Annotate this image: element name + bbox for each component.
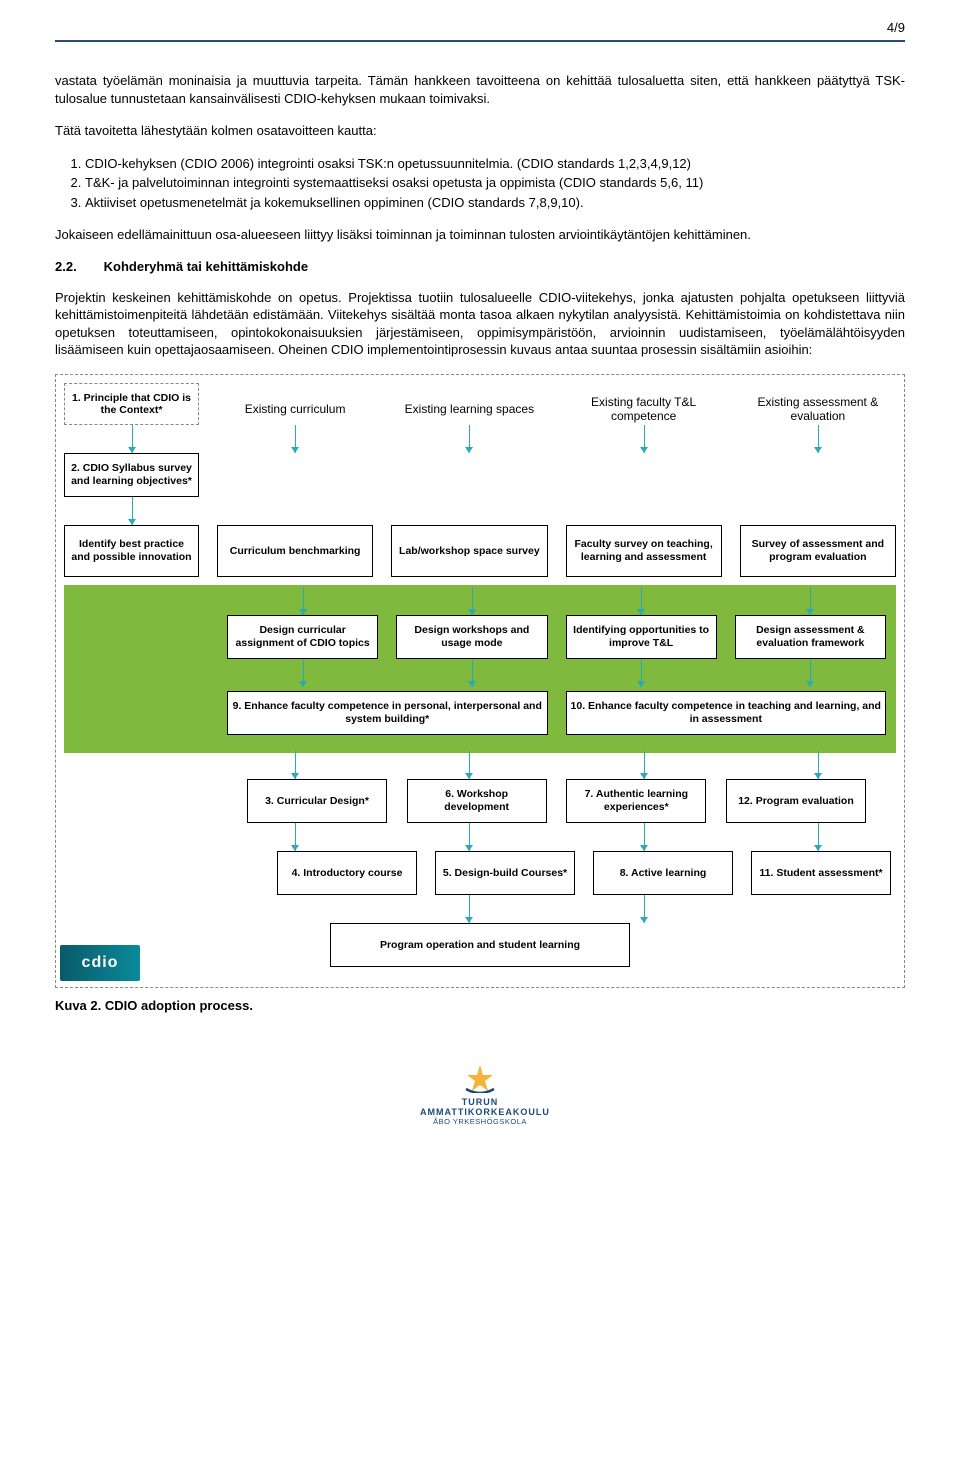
syllabus-box: 2. CDIO Syllabus survey and learning obj… — [64, 453, 199, 497]
assessment-survey-box: Survey of assessment and program evaluat… — [740, 525, 896, 577]
program-operation-row: Program operation and student learning — [64, 923, 896, 967]
page-footer: TURUN AMMATTIKORKEAKOULU ÅBO YRKESHÖGSKO… — [55, 1053, 905, 1147]
lab-survey-box: Lab/workshop space survey — [391, 525, 547, 577]
enhance-faculty-10-box: 10. Enhance faculty competence in teachi… — [566, 691, 887, 735]
footer-logo-icon: TURUN AMMATTIKORKEAKOULU ÅBO YRKESHÖGSKO… — [420, 1063, 540, 1126]
program-eval-box: 12. Program evaluation — [726, 779, 866, 823]
connector-row — [74, 595, 886, 611]
existing-assessment: Existing assessment & evaluation — [740, 383, 896, 425]
program-operation-box: Program operation and student learning — [330, 923, 630, 967]
authentic-learning-box: 7. Authentic learning experiences* — [566, 779, 706, 823]
connector-row — [217, 903, 896, 919]
bottom-row-1: 3. Curricular Design* 6. Workshop develo… — [217, 779, 896, 823]
star-icon — [460, 1063, 500, 1093]
identify-opportunities-box: Identifying opportunities to improve T&L — [566, 615, 717, 659]
connector-row — [217, 831, 896, 847]
curricular-design-box: 3. Curricular Design* — [247, 779, 387, 823]
student-assessment-box: 11. Student assessment* — [751, 851, 891, 895]
existing-curriculum: Existing curriculum — [217, 383, 373, 425]
syllabus-row: 2. CDIO Syllabus survey and learning obj… — [64, 453, 896, 497]
paragraph-2: Tätä tavoitetta lähestytään kolmen osata… — [55, 122, 905, 140]
footer-org-name: TURUN AMMATTIKORKEAKOULU — [420, 1097, 540, 1117]
existing-faculty: Existing faculty T&L competence — [566, 383, 722, 425]
header-rule — [55, 40, 905, 42]
footer-org-subname: ÅBO YRKESHÖGSKOLA — [420, 1117, 540, 1126]
existing-row: Existing curriculum Existing learning sp… — [217, 383, 896, 425]
cdio-logo-icon: cdio — [60, 945, 140, 981]
connector-row — [217, 759, 896, 775]
diagram-top-row: 1. Principle that CDIO is the Context* E… — [64, 383, 896, 425]
connector-row — [64, 433, 896, 449]
section-title: Kohderyhmä tai kehittämiskohde — [104, 259, 308, 274]
figure-caption: Kuva 2. CDIO adoption process. — [55, 998, 905, 1013]
design-workshops-box: Design workshops and usage mode — [396, 615, 547, 659]
section-number: 2.2. — [55, 259, 100, 274]
design-assessment-box: Design assessment & evaluation framework — [735, 615, 886, 659]
introductory-course-box: 4. Introductory course — [277, 851, 417, 895]
list-item: Aktiiviset opetusmenetelmät ja kokemukse… — [85, 194, 905, 212]
enhance-faculty-9-box: 9. Enhance faculty competence in persona… — [227, 691, 548, 735]
design-curricular-box: Design curricular assignment of CDIO top… — [227, 615, 378, 659]
active-learning-box: 8. Active learning — [593, 851, 733, 895]
page-number: 4/9 — [55, 20, 905, 35]
list-item: T&K- ja palvelutoiminnan integrointi sys… — [85, 174, 905, 192]
faculty-survey-box: Faculty survey on teaching, learning and… — [566, 525, 722, 577]
numbered-list: CDIO-kehyksen (CDIO 2006) integrointi os… — [85, 155, 905, 212]
workshop-dev-box: 6. Workshop development — [407, 779, 547, 823]
design-build-box: 5. Design-build Courses* — [435, 851, 575, 895]
document-page: 4/9 vastata työelämän moninaisia ja muut… — [0, 0, 960, 1167]
section-heading: 2.2. Kohderyhmä tai kehittämiskohde — [55, 259, 905, 274]
curriculum-benchmarking-box: Curriculum benchmarking — [217, 525, 373, 577]
paragraph-3: Jokaiseen edellämainittuun osa-alueeseen… — [55, 226, 905, 244]
existing-spaces: Existing learning spaces — [391, 383, 547, 425]
enhance-row: 9. Enhance faculty competence in persona… — [227, 691, 886, 735]
bottom-rows: 3. Curricular Design* 6. Workshop develo… — [64, 779, 896, 967]
green-process-block: Design curricular assignment of CDIO top… — [64, 585, 896, 753]
principle-box: 1. Principle that CDIO is the Context* — [64, 383, 199, 425]
design-row: Design curricular assignment of CDIO top… — [227, 615, 886, 659]
process-diagram: 1. Principle that CDIO is the Context* E… — [55, 374, 905, 988]
identify-innovation-box: Identify best practice and possible inno… — [64, 525, 199, 577]
bottom-row-2: 4. Introductory course 5. Design-build C… — [217, 851, 896, 895]
list-item: CDIO-kehyksen (CDIO 2006) integrointi os… — [85, 155, 905, 173]
connector-row — [64, 505, 896, 521]
paragraph-1: vastata työelämän moninaisia ja muuttuvi… — [55, 72, 905, 107]
identify-row: Identify best practice and possible inno… — [64, 525, 896, 577]
connector-row — [227, 667, 886, 683]
paragraph-4: Projektin keskeinen kehittämiskohde on o… — [55, 289, 905, 359]
